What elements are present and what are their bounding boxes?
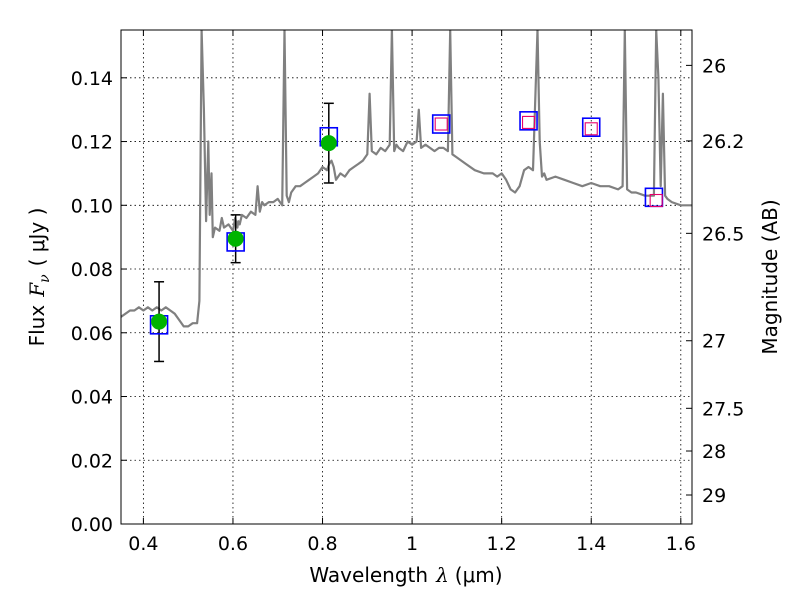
- y-tick-label: 0.06: [71, 323, 113, 345]
- mag-tick-label: 29: [702, 485, 726, 507]
- mag-tick-label: 28: [702, 441, 726, 463]
- x-tick-label: 1.4: [576, 533, 606, 555]
- upper-limit-point: [521, 115, 536, 129]
- y-axis-label: Flux: [25, 305, 49, 347]
- y-axis-symbol: F: [25, 282, 49, 298]
- y-axis-unit: ( μJy ): [25, 208, 49, 267]
- y2-axis-title: Magnitude (AB): [758, 199, 782, 354]
- plot-area: [121, 30, 692, 363]
- mag-tick-label: 27.5: [702, 398, 744, 420]
- x-tick-label: 1.2: [487, 533, 517, 555]
- y-tick-label: 0.08: [71, 259, 113, 281]
- x-tick-label: 0.8: [307, 533, 337, 555]
- x-tick-label: 1.6: [666, 533, 696, 555]
- y-tick-label: 0.02: [71, 450, 113, 472]
- y-tick-label: 0.10: [71, 195, 113, 217]
- model-box-point: [581, 117, 601, 138]
- y-tick-label: 0.14: [71, 68, 113, 90]
- y-tick-label: 0.00: [71, 514, 113, 536]
- y-tick-label: 0.12: [71, 132, 113, 154]
- observed-point: [320, 135, 337, 152]
- x-axis-label: Wavelength: [309, 563, 428, 587]
- x-tick-label: 0.4: [128, 533, 158, 555]
- observed-point: [151, 313, 168, 330]
- mag-tick-label: 27: [702, 331, 726, 353]
- x-tick-label: 1: [406, 533, 418, 555]
- model-box-point: [519, 111, 538, 131]
- y-tick-label: 0.04: [71, 387, 113, 409]
- spectrum-line: [121, 30, 692, 328]
- mag-tick-label: 26.5: [702, 223, 744, 245]
- x-axis-symbol: λ: [435, 563, 449, 587]
- plot-frame: [120, 29, 693, 525]
- y-axis-subscript: ν: [37, 274, 53, 283]
- x-axis-unit: (μm): [455, 563, 503, 587]
- model-box-point: [431, 114, 451, 134]
- x-tick-label: 0.6: [218, 533, 248, 555]
- mag-tick-label: 26: [702, 55, 726, 77]
- upper-limit-point: [584, 122, 598, 136]
- upper-limit-point: [434, 117, 448, 131]
- upper-limit-point: [649, 193, 663, 208]
- ticks: 0.4 0.6 0.8 1 1.2 1.4 1.6 0.00 0.02 0.04 0.06 0.08 0…: [71, 30, 744, 555]
- observed-point: [227, 230, 244, 247]
- grid: [121, 30, 692, 524]
- mag-tick-label: 26.2: [702, 131, 744, 153]
- x-axis-title: Wavelength λ (μm): [309, 563, 502, 587]
- y-axis-title: Flux Fν ( μJy ): [25, 208, 53, 347]
